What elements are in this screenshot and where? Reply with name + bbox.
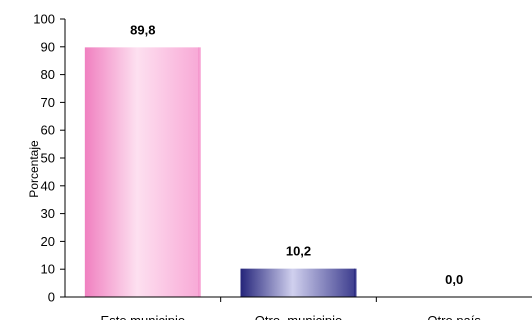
x-axis-ticks: Este municipio Otro municipio Otro país (101, 297, 481, 320)
y-axis-title: Porcentaje (27, 140, 41, 198)
y-tick-label: 100 (33, 12, 55, 27)
bar (240, 268, 357, 297)
y-tick-label: 10 (41, 262, 55, 277)
y-tick-label: 20 (41, 234, 55, 249)
y-tick-label: 70 (41, 95, 55, 110)
data-labels: 89,8 10,2 0,0 (130, 22, 463, 287)
x-tick-label: Otro país (427, 313, 481, 320)
y-tick-label: 0 (48, 290, 55, 305)
y-tick-label: 40 (41, 178, 55, 193)
data-label: 89,8 (130, 22, 155, 37)
y-tick-label: 90 (41, 39, 55, 54)
y-tick-label: 60 (41, 123, 55, 138)
bars (84, 47, 357, 297)
x-tick-label: Este municipio (101, 313, 186, 320)
x-tick-label: Otro municipio (255, 313, 342, 320)
data-label: 10,2 (286, 244, 311, 259)
y-tick-label: 80 (41, 67, 55, 82)
y-tick-label: 50 (41, 151, 55, 166)
y-axis-ticks: 0 10 20 30 40 50 60 70 80 90 100 (33, 12, 65, 305)
bar (84, 47, 201, 297)
data-label: 0,0 (445, 272, 463, 287)
y-tick-label: 30 (41, 206, 55, 221)
